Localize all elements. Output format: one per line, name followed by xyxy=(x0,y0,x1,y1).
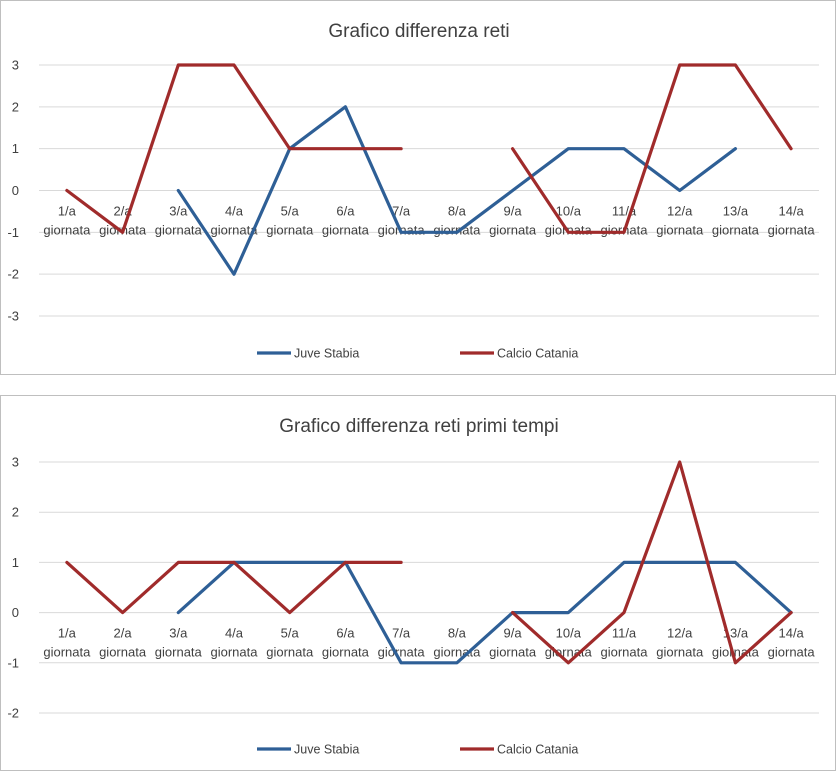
x-tick-label: 5/a giornata xyxy=(266,626,314,660)
y-tick-label: 2 xyxy=(12,99,19,114)
y-tick-label: 0 xyxy=(12,605,19,620)
series-line-calcio_catania xyxy=(65,63,403,234)
chart-title: Grafico differenza reti primi tempi xyxy=(279,416,558,437)
y-tick-label: 1 xyxy=(12,555,19,570)
x-tick-label: 3/a giornata xyxy=(155,626,203,660)
x-tick-label: 9/a giornata xyxy=(489,626,537,660)
chart-goal-difference-svg: Grafico differenza reti 3 2 1 0 -1 -2 -3 1/a gio… xyxy=(7,21,819,361)
x-tick-label: 12/a giornata xyxy=(656,626,704,660)
y-tick-label: -1 xyxy=(7,655,19,670)
series-line-juve_stabia xyxy=(176,105,738,276)
x-tick-label: 13/a giornata xyxy=(712,626,760,660)
legend-label: Juve Stabia xyxy=(294,743,359,757)
x-tick-label: 6/a giornata xyxy=(322,204,370,238)
x-tick-label: 12/a giornata xyxy=(656,204,704,238)
y-tick-label: 0 xyxy=(12,183,19,198)
x-tick-label: 5/a giornata xyxy=(266,204,314,238)
chart-goal-difference: Grafico differenza reti 3 2 1 0 -1 -2 -3 1/a gio… xyxy=(0,0,836,375)
legend-label: Calcio Catania xyxy=(497,743,578,757)
x-tick-label: 9/a giornata xyxy=(489,204,537,238)
x-tick-label: 2/a giornata xyxy=(99,626,147,660)
x-tick-label: 1/a giornata xyxy=(43,626,91,660)
y-tick-label: 2 xyxy=(12,505,19,520)
x-tick-label: 3/a giornata xyxy=(155,204,203,238)
x-tick-label: 13/a giornata xyxy=(712,204,760,238)
series-line-calcio_catania xyxy=(511,460,793,665)
series-line-calcio_catania xyxy=(65,560,403,615)
x-tick-label: 14/a giornata xyxy=(768,626,816,660)
y-tick-label: 3 xyxy=(12,58,19,73)
legend-label: Calcio Catania xyxy=(497,347,578,361)
y-tick-label: 3 xyxy=(12,455,19,470)
x-tick-label: 11/a giornata xyxy=(601,626,649,660)
legend-label: Juve Stabia xyxy=(294,347,359,361)
x-tick-label: 6/a giornata xyxy=(322,626,370,660)
x-tick-label: 7/a giornata xyxy=(378,626,426,660)
chart-first-half-goal-difference-svg: Grafico differenza reti primi tempi 3210… xyxy=(7,416,819,757)
y-tick-label: -2 xyxy=(7,706,19,721)
y-tick-label: -1 xyxy=(7,225,19,240)
series-line-calcio_catania xyxy=(511,63,793,234)
x-tick-label: 10/a giornata xyxy=(545,626,593,660)
series-line-juve_stabia xyxy=(176,560,793,665)
y-tick-label: -2 xyxy=(7,267,19,282)
y-tick-label: 1 xyxy=(12,141,19,156)
chart-title: Grafico differenza reti xyxy=(328,21,509,42)
x-tick-label: 8/a giornata xyxy=(433,626,481,660)
y-tick-label: -3 xyxy=(7,309,19,324)
x-tick-label: 4/a giornata xyxy=(211,626,259,660)
x-tick-label: 4/a giornata xyxy=(211,204,259,238)
x-tick-label: 14/a giornata xyxy=(768,204,816,238)
x-tick-label: 1/a giornata xyxy=(43,204,91,238)
